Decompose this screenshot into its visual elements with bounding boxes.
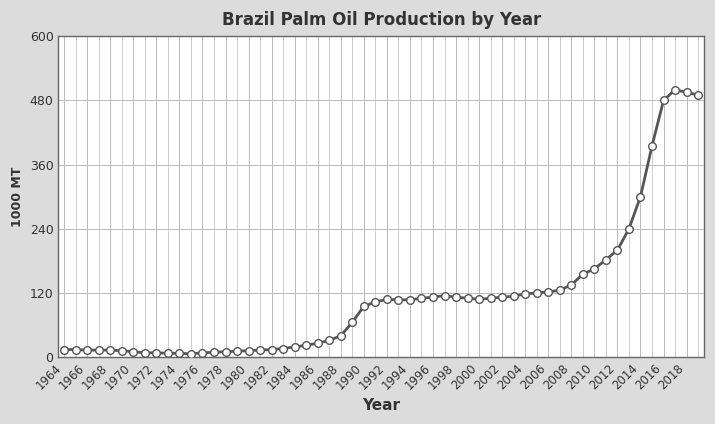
Y-axis label: 1000 MT: 1000 MT bbox=[11, 167, 24, 227]
X-axis label: Year: Year bbox=[362, 398, 400, 413]
Title: Brazil Palm Oil Production by Year: Brazil Palm Oil Production by Year bbox=[222, 11, 541, 29]
